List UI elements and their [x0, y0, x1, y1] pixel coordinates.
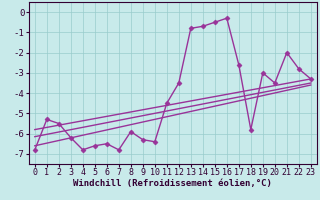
X-axis label: Windchill (Refroidissement éolien,°C): Windchill (Refroidissement éolien,°C): [73, 179, 272, 188]
